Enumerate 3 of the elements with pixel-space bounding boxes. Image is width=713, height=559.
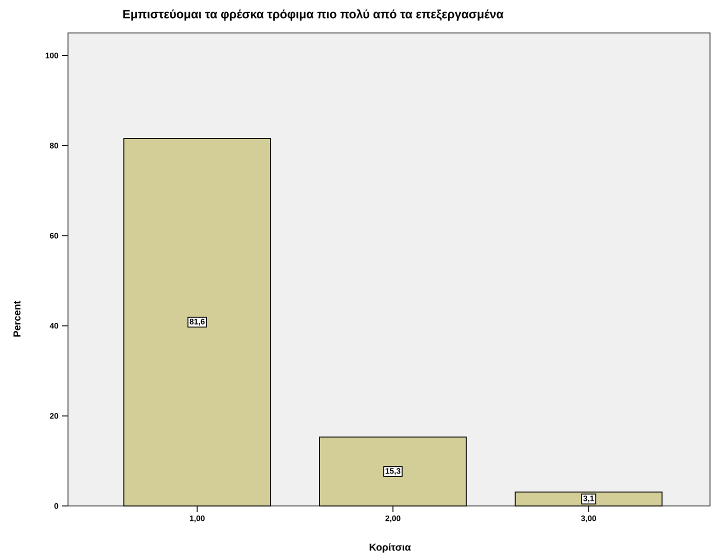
chart-title: Εμπιστεύομαι τα φρέσκα τρόφιμα πιο πολύ από τα επεξεργασμένα [123,9,504,21]
y-axis-title: Percent [14,300,20,337]
x-axis-title: Κορίτσια [370,543,411,553]
